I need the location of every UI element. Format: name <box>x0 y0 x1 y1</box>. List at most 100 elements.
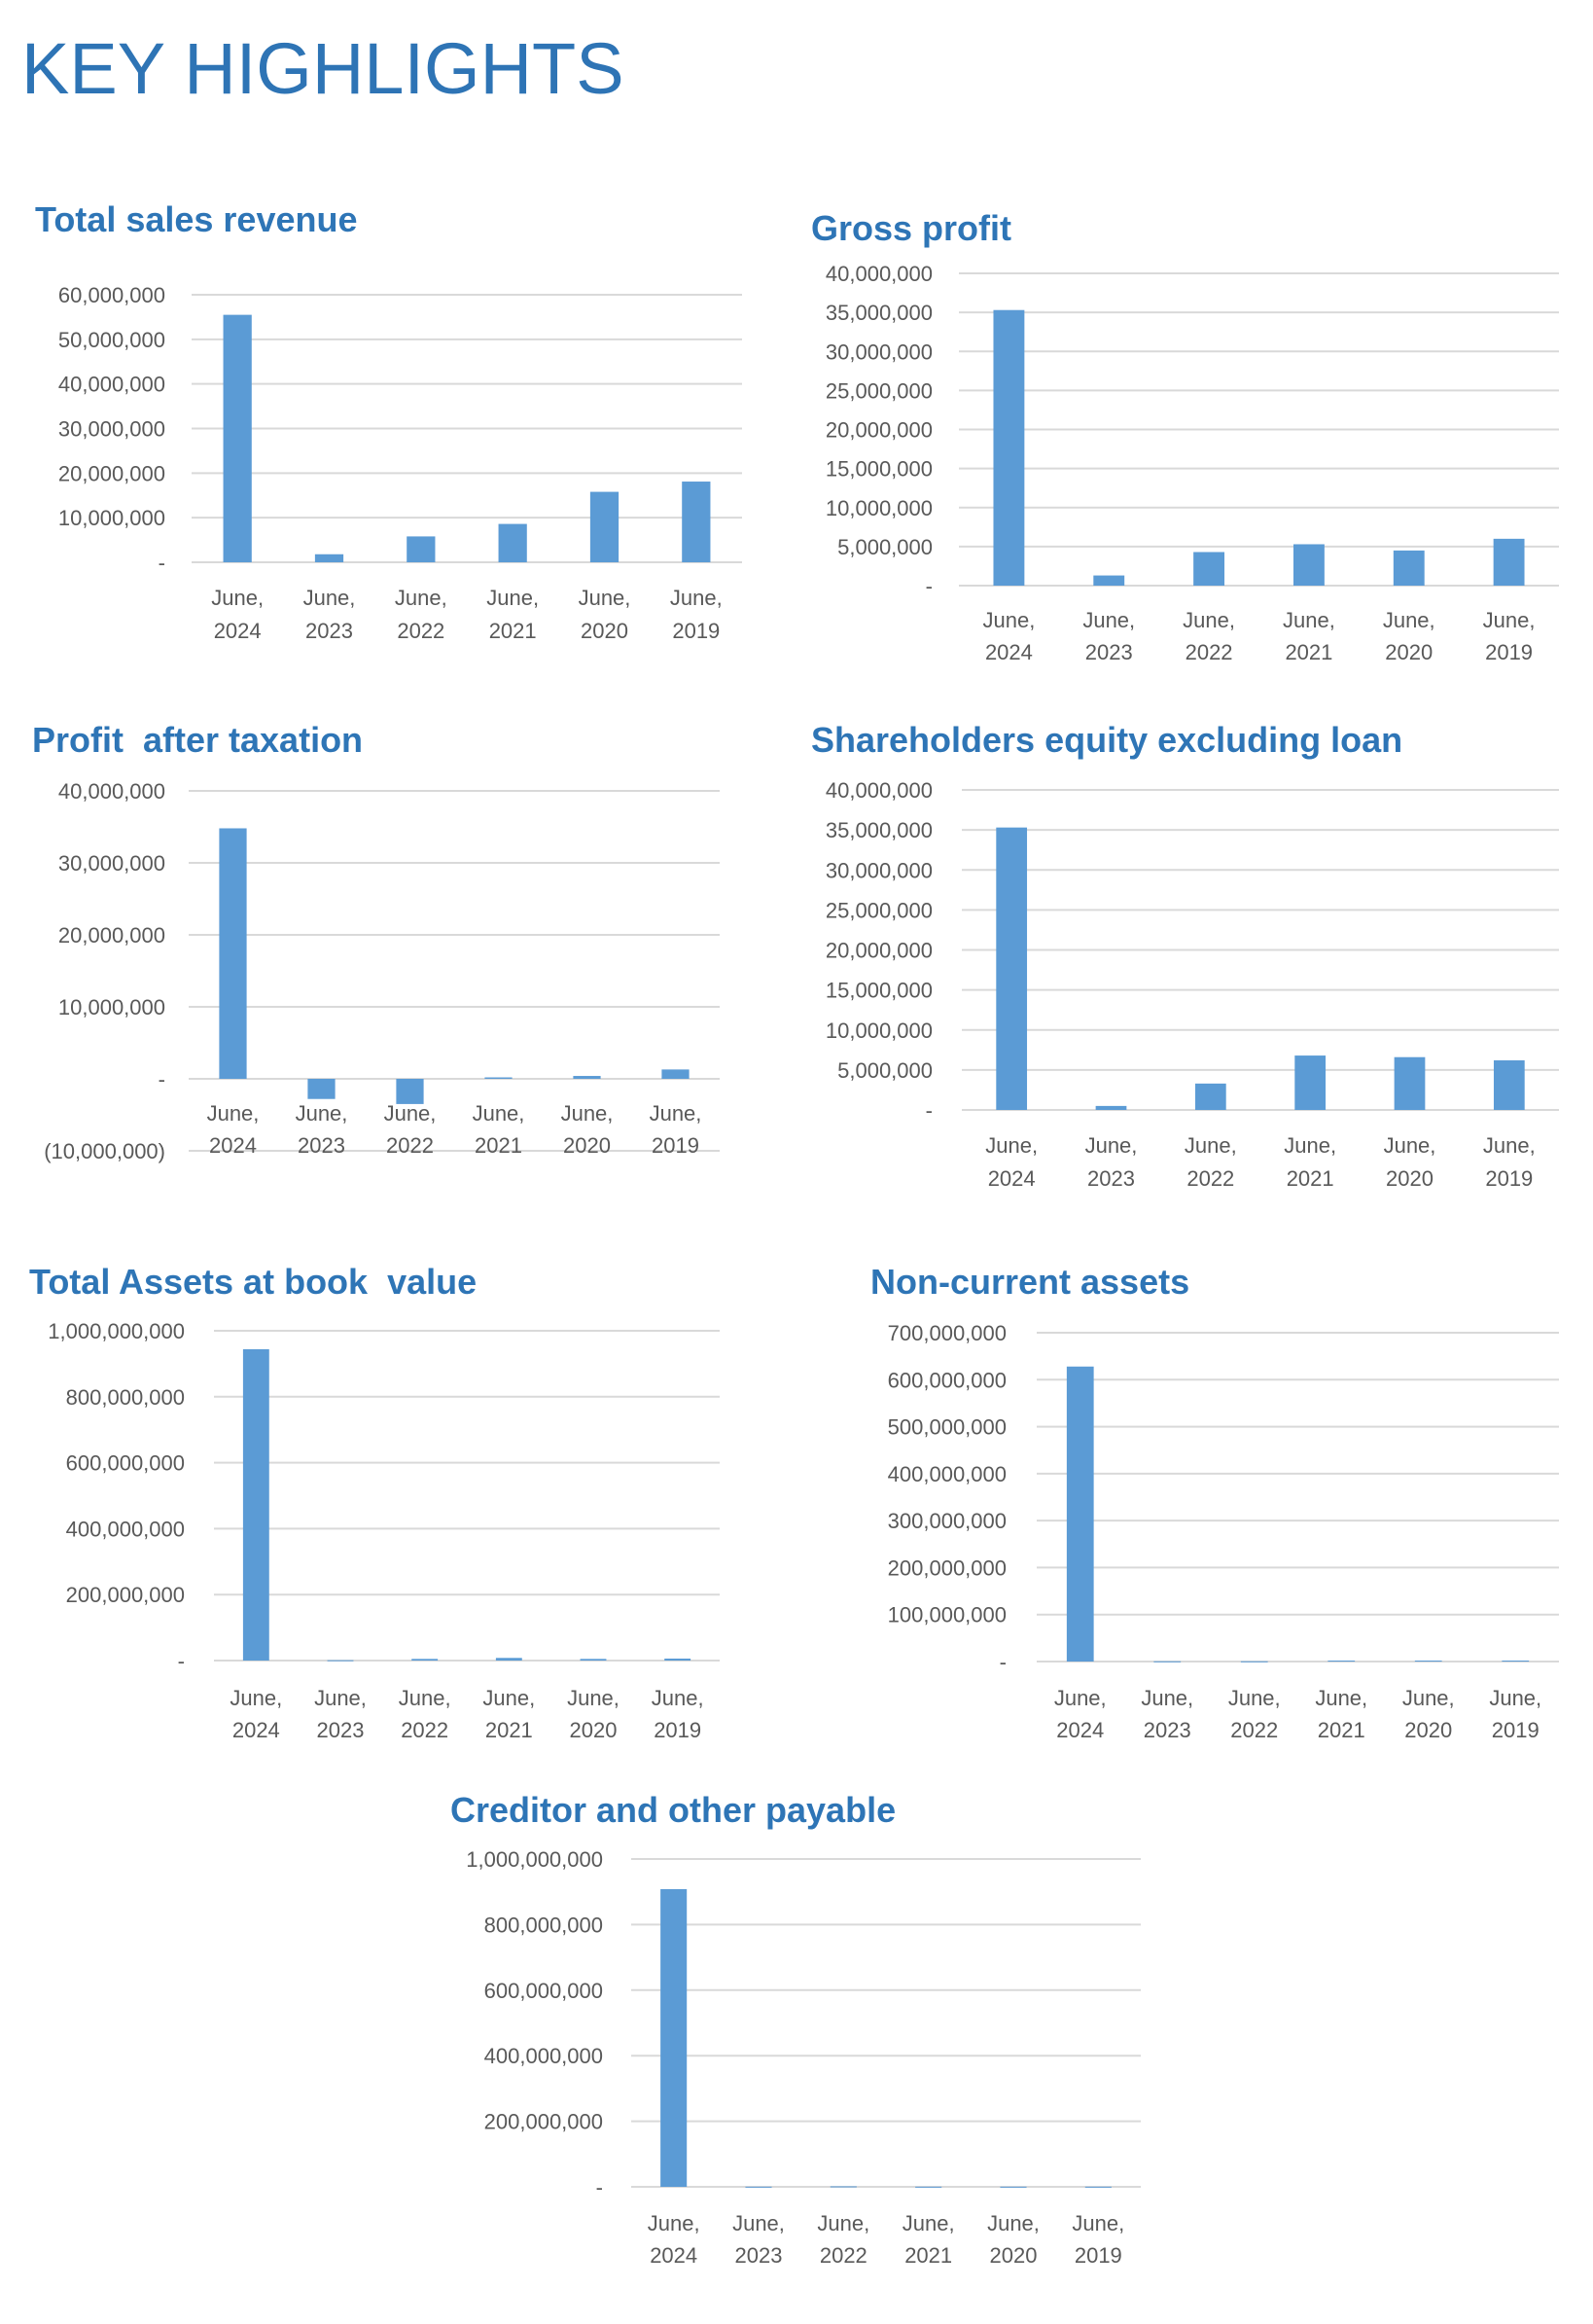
y-tick-label: 30,000,000 <box>826 340 933 364</box>
x-tick-label: June, <box>1402 1686 1455 1710</box>
x-tick-label: June, <box>985 1133 1038 1158</box>
y-tick-label: 400,000,000 <box>66 1517 185 1541</box>
y-tick-label: 200,000,000 <box>66 1583 185 1607</box>
y-tick-label: 20,000,000 <box>826 418 933 443</box>
x-tick-label: 2020 <box>581 619 628 643</box>
y-tick-label: - <box>178 1649 185 1673</box>
x-tick-label: 2022 <box>401 1718 448 1742</box>
x-tick-label: June, <box>579 586 631 610</box>
x-tick-label: 2019 <box>652 1133 699 1158</box>
bar <box>1093 575 1125 586</box>
y-tick-label: 200,000,000 <box>888 1555 1007 1580</box>
y-tick-label: 15,000,000 <box>826 457 933 482</box>
y-tick-label: 500,000,000 <box>888 1415 1007 1440</box>
y-tick-label: 600,000,000 <box>484 1979 603 2003</box>
bar <box>1240 1661 1268 1663</box>
chart-title-shareholders-equity: Shareholders equity excluding loan <box>811 720 1403 760</box>
bar <box>1393 550 1425 586</box>
x-tick-label: June, <box>987 2211 1040 2235</box>
x-tick-label: 2021 <box>904 2243 952 2268</box>
x-tick-label: June, <box>1183 608 1235 632</box>
y-tick-label: 25,000,000 <box>826 378 933 403</box>
bar <box>915 2186 942 2188</box>
x-tick-label: June, <box>1384 1133 1436 1158</box>
x-tick-label: 2021 <box>475 1133 522 1158</box>
bar <box>745 2186 772 2188</box>
x-tick-label: 2023 <box>1085 640 1133 664</box>
bar <box>1194 1083 1226 1110</box>
y-tick-label: 400,000,000 <box>484 2044 603 2068</box>
bar <box>661 1069 690 1079</box>
y-tick-label: - <box>159 551 165 575</box>
bar <box>664 1658 691 1661</box>
x-tick-label: 2019 <box>1075 2243 1122 2268</box>
bar <box>1095 1105 1127 1110</box>
x-tick-label: 2022 <box>397 619 444 643</box>
x-tick-label: 2023 <box>298 1133 345 1158</box>
y-tick-label: 400,000,000 <box>888 1462 1007 1486</box>
x-tick-label: 2024 <box>214 619 262 643</box>
y-tick-label: 5,000,000 <box>837 1058 933 1083</box>
x-tick-label: 2022 <box>1186 1166 1234 1191</box>
bar <box>1292 544 1325 586</box>
x-tick-label: 2020 <box>570 1718 618 1742</box>
x-tick-label: 2024 <box>985 640 1033 664</box>
y-tick-label: - <box>596 2175 603 2199</box>
bar <box>1328 1661 1356 1663</box>
x-tick-label: 2024 <box>988 1166 1036 1191</box>
x-tick-label: June, <box>399 1686 451 1710</box>
x-tick-label: June, <box>1072 2211 1124 2235</box>
page-title: KEY HIGHLIGHTS <box>21 28 624 109</box>
bar <box>1084 2186 1112 2188</box>
bar <box>1394 1056 1426 1110</box>
bar <box>1414 1661 1442 1663</box>
y-tick-label: 800,000,000 <box>66 1385 185 1410</box>
x-tick-label: 2023 <box>735 2243 783 2268</box>
x-tick-label: 2021 <box>1287 1166 1334 1191</box>
bar <box>830 2186 857 2188</box>
x-tick-label: 2020 <box>990 2243 1038 2268</box>
bar <box>1000 2186 1027 2188</box>
y-tick-label: - <box>1000 1650 1007 1674</box>
x-tick-label: 2019 <box>654 1718 701 1742</box>
x-tick-label: June, <box>1054 1686 1107 1710</box>
x-tick-label: 2023 <box>317 1718 365 1742</box>
x-tick-label: 2020 <box>563 1133 611 1158</box>
x-tick-label: June, <box>1383 608 1435 632</box>
chart-title-total-assets: Total Assets at book value <box>29 1262 478 1302</box>
y-tick-label: - <box>926 1098 933 1123</box>
x-tick-label: 2021 <box>485 1718 533 1742</box>
y-tick-label: 600,000,000 <box>888 1368 1007 1392</box>
x-tick-label: June, <box>648 2211 700 2235</box>
x-tick-label: June, <box>1483 1133 1536 1158</box>
bar <box>1502 1661 1530 1663</box>
x-tick-label: June, <box>652 1686 704 1710</box>
y-tick-label: 50,000,000 <box>58 328 165 352</box>
x-tick-label: June, <box>314 1686 367 1710</box>
x-tick-label: June, <box>473 1101 525 1126</box>
y-tick-label: (10,000,000) <box>44 1139 165 1163</box>
bar <box>993 309 1025 586</box>
x-tick-label: June, <box>1483 608 1536 632</box>
bar <box>219 828 247 1079</box>
x-tick-label: June, <box>1283 608 1335 632</box>
bar <box>407 536 436 562</box>
bar <box>1153 1661 1182 1663</box>
bar <box>484 1077 513 1079</box>
x-tick-label: June, <box>732 2211 785 2235</box>
y-tick-label: 25,000,000 <box>826 898 933 922</box>
y-tick-label: 10,000,000 <box>58 995 165 1019</box>
bar <box>223 314 252 562</box>
x-tick-label: June, <box>650 1101 702 1126</box>
y-tick-label: 35,000,000 <box>826 301 933 325</box>
y-tick-label: 20,000,000 <box>826 939 933 963</box>
x-tick-label: June, <box>1284 1133 1336 1158</box>
bar <box>495 1658 522 1661</box>
bar <box>1493 538 1525 586</box>
y-tick-label: 30,000,000 <box>58 851 165 876</box>
bar <box>580 1659 607 1661</box>
x-tick-label: 2024 <box>1056 1718 1104 1742</box>
x-tick-label: June, <box>230 1686 282 1710</box>
chart-title-profit-after-taxation: Profit after taxation <box>32 720 364 760</box>
